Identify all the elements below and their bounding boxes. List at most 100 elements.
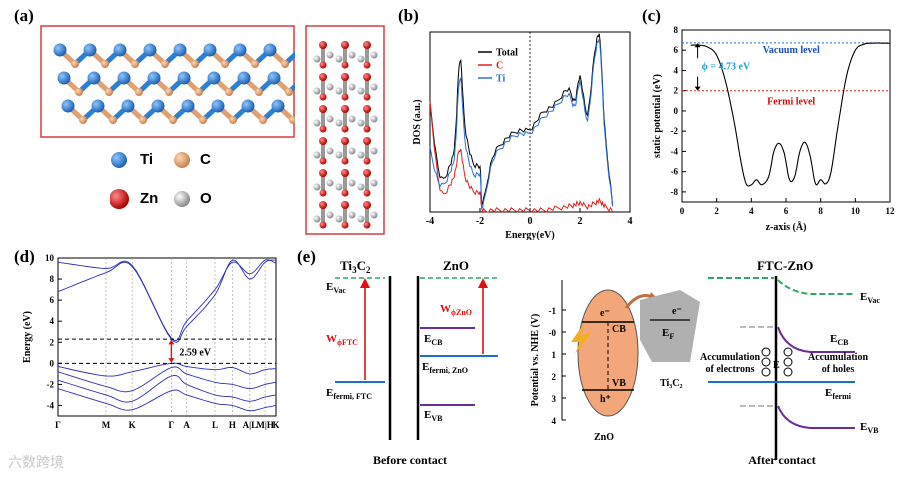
ti-atom — [203, 43, 217, 57]
zn-atom — [319, 41, 327, 49]
c-atom — [199, 116, 207, 124]
zn-atom — [319, 221, 327, 229]
o-atom — [357, 119, 365, 127]
y-tick-label: 10 — [45, 253, 55, 263]
y-tick-label: -4 — [47, 400, 55, 410]
zn-atom — [319, 137, 327, 145]
efermi-ftc-label: Efermi, FTC — [326, 387, 372, 401]
y-tick-label: 8 — [674, 25, 679, 35]
o-atom — [370, 51, 378, 59]
c-atom — [71, 60, 79, 68]
legend-label-total: Total — [496, 48, 518, 59]
x-tick-label: -2 — [476, 216, 484, 227]
o-atom — [313, 151, 321, 159]
dos-series-total — [429, 33, 613, 205]
ti-atom — [113, 43, 127, 57]
accum-electrons-label-2: of electrons — [706, 364, 755, 375]
ti-atom — [57, 71, 71, 85]
zn-atom — [319, 73, 327, 81]
ti3c2-ef-label: EF — [662, 327, 674, 341]
nhe-axis-label: Potential vs. NHE (V) — [530, 314, 541, 407]
o-atom — [335, 215, 343, 223]
band-line — [57, 374, 277, 403]
zn-atom — [319, 201, 327, 209]
y-tick-label: -6 — [671, 167, 679, 177]
hole-symbol — [783, 367, 793, 377]
zn-atom — [341, 125, 349, 133]
nhe-tick-label: 4 — [552, 416, 557, 426]
ecb-label: ECB — [424, 333, 443, 347]
c-atom — [225, 88, 233, 96]
zn-atom — [363, 137, 371, 145]
zn-atom — [341, 189, 349, 197]
o-atom — [370, 83, 378, 91]
dos-series-ti — [429, 38, 613, 209]
y-tick-label: 6 — [674, 45, 679, 55]
zn-atom — [319, 61, 327, 69]
c-atom — [109, 116, 117, 124]
zn-atom — [363, 157, 371, 165]
o-atom — [348, 51, 356, 59]
o-atom — [326, 115, 334, 123]
x-tick-label: 0 — [680, 206, 685, 216]
ti-atom — [241, 99, 255, 113]
c-atom — [139, 116, 147, 124]
x-tick-label: -4 — [426, 216, 434, 227]
o-atom — [326, 147, 334, 155]
k-point-label: A — [183, 420, 190, 430]
accum-electrons-label-1: Accumulation — [700, 352, 760, 363]
x-tick-label: 2 — [578, 216, 583, 227]
ti-atom — [181, 99, 195, 113]
zn-atom — [319, 93, 327, 101]
x-tick-label: 2 — [714, 206, 719, 216]
zn-atom — [341, 93, 349, 101]
ecb-after-label: ECB — [830, 333, 849, 347]
o-atom — [326, 179, 334, 187]
o-atom — [313, 55, 321, 63]
ti-atom — [87, 71, 101, 85]
c-atom-marker — [174, 152, 190, 168]
zno-particle-label: ZnO — [594, 432, 614, 443]
k-point-label: H — [229, 420, 236, 430]
ti-atom — [117, 71, 131, 85]
x-tick-label: 4 — [749, 206, 754, 216]
ti-atom — [207, 71, 221, 85]
o-atom — [370, 211, 378, 219]
ti-atom — [237, 71, 251, 85]
zn-atom — [341, 137, 349, 145]
c-atom — [251, 60, 259, 68]
nhe-tick-label: 3 — [552, 394, 557, 404]
nhe-tick-label: 2 — [552, 372, 557, 382]
c-atom — [131, 60, 139, 68]
ti3c2-sheet — [640, 290, 700, 362]
c-atom — [165, 88, 173, 96]
y-tick-label: -8 — [671, 187, 679, 197]
y-tick-label: -4 — [671, 146, 679, 156]
o-atom — [313, 119, 321, 127]
c-atom — [169, 116, 177, 124]
electron-symbol — [761, 367, 771, 377]
c-atom — [281, 60, 289, 68]
o-atom — [313, 87, 321, 95]
c-atom — [229, 116, 237, 124]
evac-label: EVac — [326, 281, 346, 295]
ti-atom — [143, 43, 157, 57]
ecb-after-line — [777, 326, 855, 353]
ti3c2-crystal-image — [40, 25, 295, 138]
y-tick-label: 4 — [674, 65, 679, 75]
zn-atom — [363, 105, 371, 113]
zn-atom — [363, 41, 371, 49]
o-atom — [335, 55, 343, 63]
c-atom — [161, 60, 169, 68]
band-line — [57, 388, 277, 412]
zn-atom — [319, 157, 327, 165]
o-atom — [357, 183, 365, 191]
fermi-level-label: Fermi level — [767, 97, 815, 108]
dos-chart: -4 -2 0 2 4 Energy(eV) DOS (a.u.) Total C Ti — [412, 31, 633, 240]
legend-label-ti: Ti — [496, 74, 505, 85]
evb-after-label: EVB — [860, 421, 879, 435]
o-atom — [335, 151, 343, 159]
zn-atom — [363, 125, 371, 133]
